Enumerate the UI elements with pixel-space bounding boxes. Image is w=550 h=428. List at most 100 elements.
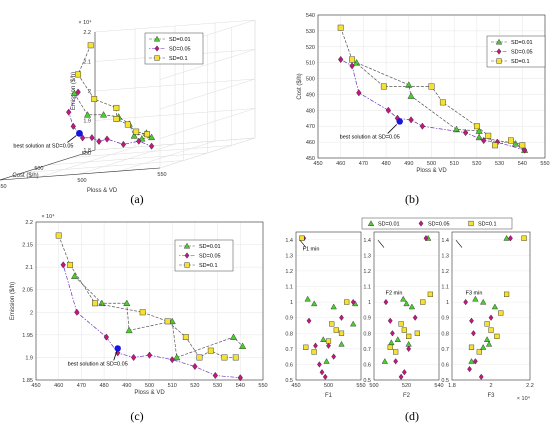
y-tick-label: 0.7 (363, 347, 371, 353)
x-tick-label: 450 (313, 161, 322, 167)
data-point (380, 83, 387, 90)
series-line (340, 27, 523, 146)
y-tick-label: 0.6 (285, 362, 293, 368)
series-line (68, 91, 152, 147)
x-tick-label: 480 (382, 161, 391, 167)
x-tick-label: 500 (369, 383, 378, 389)
y-tick-label: 0.5 (363, 378, 371, 384)
x-axis-label: Ploss & VD (416, 168, 447, 174)
data-point (60, 261, 66, 269)
data-point (306, 317, 312, 324)
data-point (320, 336, 327, 342)
data-point (125, 326, 133, 334)
x-tick-label: 450 (31, 383, 40, 389)
data-point (146, 351, 153, 359)
x-tick-label: 470 (359, 161, 368, 167)
x-tick-label: 1.8 (448, 383, 456, 389)
data-point (406, 333, 412, 339)
data-point (467, 365, 472, 373)
data-point (136, 137, 142, 145)
data-point (412, 314, 418, 321)
y-tick-label: 550 (82, 151, 91, 157)
data-point (387, 344, 393, 350)
x-axis-label: Ploss & VD (134, 390, 165, 396)
data-point (494, 333, 500, 339)
panel-label-d: (d) (405, 409, 419, 423)
annotation-arrow (67, 135, 77, 143)
y-tick-label: 1 (290, 300, 293, 306)
data-point (325, 338, 332, 344)
annotation-text: F2 min (386, 290, 403, 296)
subplot-frame (373, 231, 440, 381)
data-point (498, 310, 504, 316)
data-point (330, 303, 337, 310)
data-point (427, 291, 433, 297)
legend-label: SD=0.01 (378, 222, 400, 228)
data-point (182, 334, 189, 341)
subplot-frame (451, 231, 531, 381)
x-tick-label: 500 (145, 383, 154, 389)
y-tick-label: 0.7 (285, 347, 293, 353)
data-point (70, 89, 78, 97)
data-point (473, 123, 480, 130)
annotation-text: F1 min (303, 247, 320, 253)
data-point (113, 104, 120, 111)
panel-label-b: (b) (405, 192, 419, 206)
x-tick-label: 2 (489, 383, 492, 389)
y-tick-label: 1.3 (285, 253, 293, 259)
data-point (207, 347, 214, 354)
y-tick-label: 520 (306, 45, 315, 51)
data-point (521, 235, 527, 241)
y-tick-label: 2 (30, 310, 33, 316)
data-point (148, 142, 155, 150)
data-point (67, 261, 73, 268)
annotation-text: F3 min (466, 290, 483, 296)
legend-label: SD=0.1 (478, 222, 497, 228)
y-axis-label: Cost ($/h) (297, 73, 303, 99)
data-point (398, 373, 404, 381)
legend-label: SD=0.1 (199, 263, 218, 269)
data-point (173, 353, 181, 361)
z-exponent-label: × 10⁴ (78, 19, 92, 26)
grid-line (47, 152, 208, 166)
x-tick-label: 510 (450, 161, 459, 167)
data-point (423, 235, 429, 242)
x-axis-label: Ploss & VD (87, 188, 118, 194)
data-point (338, 55, 344, 64)
x-tick-label: 520 (190, 383, 199, 389)
data-point (485, 340, 493, 347)
data-point (403, 300, 410, 307)
y-tick-label: 1 (368, 300, 371, 306)
x-tick-label: 500 (324, 383, 333, 389)
annotation-text: best solution at SD=0.05 (13, 143, 73, 149)
data-point (414, 330, 420, 336)
data-point (394, 336, 401, 342)
data-point (89, 134, 95, 142)
x-tick-label: 500 (77, 178, 86, 184)
data-point (393, 349, 399, 355)
legend-label: SD=0.05 (169, 47, 191, 53)
data-point (329, 321, 335, 327)
data-point (428, 83, 435, 90)
legend-label: SD=0.1 (169, 56, 188, 62)
legend-marker (183, 242, 191, 249)
best-solution-point (396, 118, 403, 125)
legend-marker (184, 252, 190, 259)
data-point (311, 349, 317, 355)
x-tick-label: 460 (336, 161, 345, 167)
data-point (299, 235, 305, 241)
data-point (144, 131, 151, 138)
data-point (55, 232, 62, 239)
x-tick-label: 450 (0, 184, 7, 190)
y-axis-label: Emission ($/h) (10, 282, 16, 320)
data-point (488, 327, 494, 333)
data-point (468, 344, 475, 350)
y-axis (0, 149, 96, 181)
data-point (326, 342, 331, 349)
legend-marker (154, 55, 160, 61)
subplot-label: F1 (325, 393, 333, 399)
z-tick-label: 1.8 (83, 148, 91, 154)
y-tick-label: 1.95 (22, 333, 33, 339)
data-point (491, 303, 499, 310)
legend (361, 217, 513, 230)
